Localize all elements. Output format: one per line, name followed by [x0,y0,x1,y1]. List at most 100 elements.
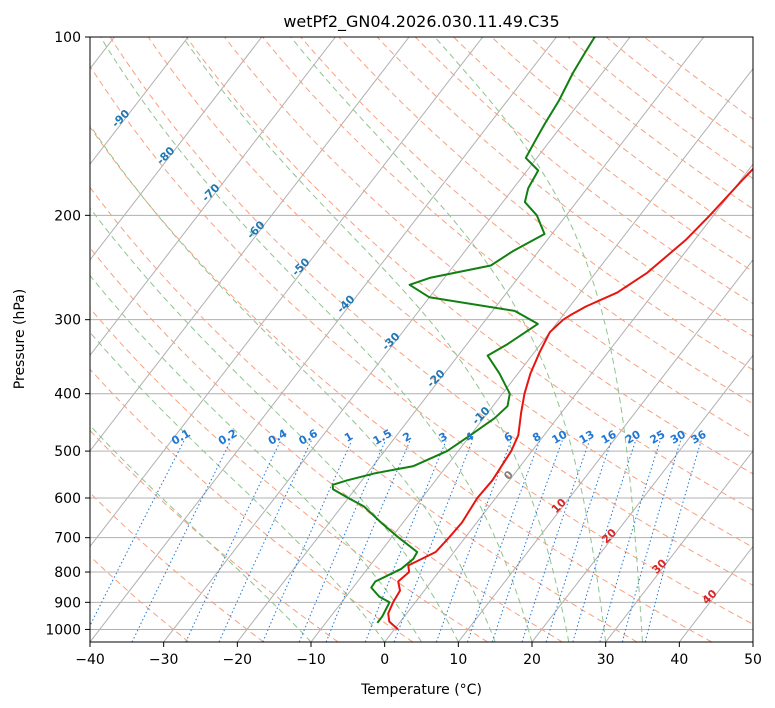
dry-adiabat-line [453,37,753,273]
dry-adiabat-line [90,247,563,642]
y-tick-label: 200 [54,208,81,224]
mixing-ratio-line [621,440,682,642]
mixing-ratio-line [545,440,612,642]
mixing-ratio-line [131,440,232,642]
x-tick-label: 20 [523,652,541,668]
x-tick-label: 0 [380,652,389,668]
moist-adiabat-line [90,124,496,642]
dry-adiabat-line [224,37,753,475]
x-tick-label: −20 [223,652,253,668]
y-tick-label: 900 [54,595,81,611]
mixing-ratio-label: 16 [599,428,619,447]
mixing-ratio-label: 2 [401,430,414,445]
dry-adiabat-line [185,37,753,511]
isotherm-label: -80 [154,144,177,167]
y-tick-label: 800 [54,565,81,581]
isotherm-line [531,354,753,642]
plot-frame [89,36,754,643]
isotherm-line [236,37,705,642]
x-tick-label: −10 [296,652,326,668]
isotherm-label: 40 [700,587,720,607]
isotherm-line [90,37,263,261]
mixing-ratio-line [325,440,411,642]
mixing-ratio-label: 1 [342,430,355,445]
isotherm-label: -90 [109,107,132,130]
y-tick-label: 100 [54,30,81,46]
mixing-ratio-label: 0.1 [169,427,192,448]
dry-adiabat-line [90,186,638,642]
isotherm-line [90,37,189,166]
dry-adiabat-line [109,37,753,586]
y-tick-label: 1000 [45,622,81,638]
x-tick-label: −30 [149,652,179,668]
mixing-ratio-label: 25 [648,428,668,447]
dry-adiabat-line [90,126,712,642]
isotherm-line [605,450,753,642]
dewpoint-profile-line [331,37,596,624]
y-tick-label: 700 [54,531,81,547]
mixing-ratio-line [298,440,386,642]
dry-adiabat-line [90,307,488,642]
y-tick-label: 600 [54,491,81,507]
isotherm-label: -20 [424,367,447,390]
isotherm-label: -50 [289,255,312,278]
x-tick-label: 40 [670,652,688,668]
isotherm-label: -30 [379,330,402,353]
y-tick-label: 300 [54,313,81,329]
isotherm-label: -100 [61,67,90,96]
x-tick-label: 30 [597,652,615,668]
moist-adiabat-line [290,37,607,642]
grid-layer [90,37,753,642]
dry-adiabat-line [529,37,753,210]
moist-adiabat-line [90,274,422,642]
temperature-profile-line [387,167,753,631]
dry-adiabat-line [147,37,753,548]
mixing-ratio-line [521,440,590,642]
isotherm-line [678,545,753,642]
isotherm-label: -10 [469,404,492,427]
dry-adiabat-line [338,37,753,371]
moist-adiabat-line [100,37,533,642]
mixing-ratio-line [644,440,702,642]
mixing-ratio-line [262,440,353,642]
mixing-ratio-label: 0.6 [297,427,321,448]
mixing-ratio-label: 0.4 [266,427,290,448]
dry-adiabat-line [90,65,753,625]
mixing-ratio-line [572,440,637,642]
dry-adiabat-line [300,37,753,405]
mixing-ratio-line [218,440,312,642]
isotherm-line [90,37,410,452]
y-tick-label: 400 [54,387,81,403]
mixing-ratio-line [90,440,185,627]
mixing-ratio-label: 36 [689,428,709,447]
x-tick-label: −40 [75,652,105,668]
isotherm-line [163,37,631,642]
x-axis-title: Temperature (°C) [360,682,482,698]
isotherm-line [90,37,484,548]
mixing-ratio-label: 13 [577,428,597,447]
isotherm-label: -60 [244,218,267,241]
mixing-ratio-line [599,440,661,642]
isotherm-label: -40 [334,292,357,315]
y-axis-title: Pressure (hPa) [12,289,28,389]
isotherm-line [90,37,336,357]
axis-layer: −40 −30 −20 −10 0 10 20 30 40 5010020030040050060… [45,30,762,668]
mixing-ratio-label: 8 [530,430,543,445]
isotherm-line [90,37,557,642]
series-layer [331,37,753,631]
isotherm-line [752,641,753,642]
mixing-ratio-label: 0.2 [216,427,239,448]
isotherm-label: -70 [199,181,222,204]
y-tick-label: 500 [54,444,81,460]
x-tick-label: 50 [744,652,762,668]
dry-adiabat-line [643,37,753,120]
mixing-ratio-line [185,440,282,642]
moist-adiabat-line [182,37,570,642]
x-tick-label: 10 [449,652,467,668]
isotherm-line [457,258,753,642]
chart-title: wetPf2_GN04.2026.030.11.49.C35 [283,12,559,32]
isotherm-label: 10 [549,496,569,516]
isotherm-label: 0 [501,468,516,483]
moist-adiabat-line [434,37,643,642]
